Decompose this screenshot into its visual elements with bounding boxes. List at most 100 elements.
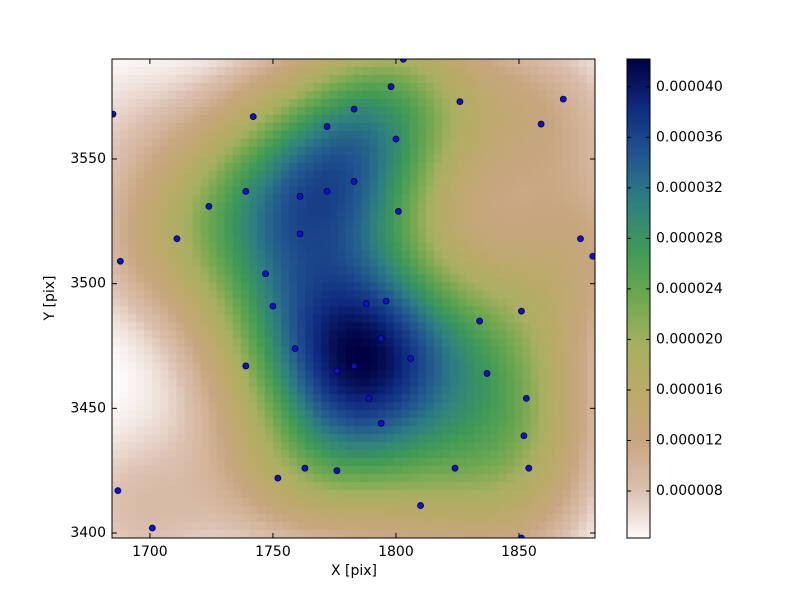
heatmap-cell [514, 138, 524, 148]
heatmap-cell [208, 274, 218, 284]
heatmap-cell [136, 146, 145, 156]
heatmap-cell [490, 514, 499, 523]
heatmap-cell [144, 490, 153, 499]
heatmap-cell [160, 218, 169, 228]
heatmap-cell [562, 354, 572, 363]
heatmap-cell [112, 258, 121, 268]
heatmap-cell [224, 114, 234, 124]
heatmap-cell [393, 426, 403, 435]
heatmap-cell [401, 66, 411, 76]
heatmap-cell [128, 154, 137, 164]
heatmap-cell [490, 226, 499, 236]
heatmap-cell [482, 298, 491, 308]
heatmap-cell [264, 250, 274, 260]
heatmap-cell [337, 194, 347, 204]
heatmap-cell [514, 202, 524, 212]
heatmap-cell [546, 338, 556, 347]
heatmap-cell [450, 146, 459, 156]
heatmap-cell [490, 66, 499, 76]
heatmap-cell [409, 458, 419, 467]
heatmap-cell [562, 186, 572, 196]
heatmap-cell [305, 410, 314, 419]
point [296, 192, 304, 200]
heatmap-cell [506, 418, 516, 427]
heatmap-cell [128, 466, 137, 475]
heatmap-cell [498, 234, 508, 244]
heatmap-cell [281, 154, 290, 164]
heatmap-cell [313, 178, 322, 188]
heatmap-cell [184, 458, 194, 467]
heatmap-cell [466, 386, 475, 395]
heatmap-cell [466, 314, 475, 324]
heatmap-cell [216, 170, 226, 180]
heatmap-cell [554, 322, 564, 332]
heatmap-cell [216, 370, 226, 379]
heatmap-cell [192, 130, 202, 140]
heatmap-cell [128, 298, 137, 308]
heatmap-cell [305, 434, 314, 443]
heatmap-cell [321, 290, 330, 300]
heatmap-cell [369, 74, 379, 84]
heatmap-cell [514, 362, 524, 371]
heatmap-cell [530, 386, 540, 395]
heatmap-cell [522, 490, 532, 499]
heatmap-cell [297, 266, 306, 276]
heatmap-cell [305, 202, 314, 212]
heatmap-cell [554, 218, 564, 228]
heatmap-cell [425, 298, 435, 308]
x-axis-label: X [pix] [331, 563, 377, 579]
heatmap-cell [208, 266, 218, 276]
heatmap-cell [482, 378, 491, 387]
heatmap-cell [450, 498, 459, 507]
heatmap-cell [393, 498, 403, 507]
heatmap-cell [144, 370, 153, 379]
heatmap-cell [409, 290, 419, 300]
heatmap-cell [321, 402, 330, 411]
heatmap-cell [160, 474, 169, 483]
heatmap-cell [530, 418, 540, 427]
heatmap-cell [128, 274, 137, 284]
heatmap-cell [224, 170, 234, 180]
heatmap-cell [256, 378, 266, 387]
heatmap-cell [450, 178, 459, 188]
heatmap-cell [570, 290, 580, 300]
heatmap-cell [401, 122, 411, 132]
heatmap-cell [450, 226, 459, 236]
heatmap-cell [409, 506, 419, 515]
heatmap-cell [120, 138, 129, 148]
heatmap-cell [112, 418, 121, 427]
heatmap-cell [369, 162, 379, 172]
heatmap-cell [385, 138, 395, 148]
heatmap-cell [152, 82, 161, 92]
heatmap-cell [216, 482, 226, 491]
heatmap-cell [128, 266, 137, 276]
heatmap-cell [442, 474, 451, 483]
heatmap-cell [136, 266, 145, 276]
heatmap-cell [586, 114, 595, 124]
heatmap-cell [417, 74, 427, 84]
heatmap-cell [264, 426, 274, 435]
heatmap-cell [281, 59, 290, 68]
heatmap-cell [248, 130, 258, 140]
heatmap-cell [289, 98, 298, 108]
heatmap-cell [184, 450, 194, 459]
heatmap-cell [224, 522, 234, 531]
heatmap-cell [264, 266, 274, 276]
heatmap-cell [305, 74, 314, 84]
point [577, 235, 584, 243]
heatmap-cell [264, 298, 274, 308]
heatmap-cell [586, 306, 595, 316]
heatmap-cell [490, 218, 499, 228]
heatmap-cell [160, 146, 169, 156]
heatmap-cell [530, 218, 540, 228]
heatmap-cell [458, 186, 467, 196]
heatmap-cell [160, 386, 169, 395]
heatmap-cell [321, 274, 330, 284]
heatmap-cell [264, 346, 274, 355]
heatmap-cell [417, 258, 427, 268]
heatmap-cell [361, 346, 371, 355]
heatmap-cell [554, 338, 564, 347]
heatmap-cell [578, 130, 588, 140]
heatmap-cell [256, 114, 266, 124]
heatmap-cell [216, 322, 226, 332]
